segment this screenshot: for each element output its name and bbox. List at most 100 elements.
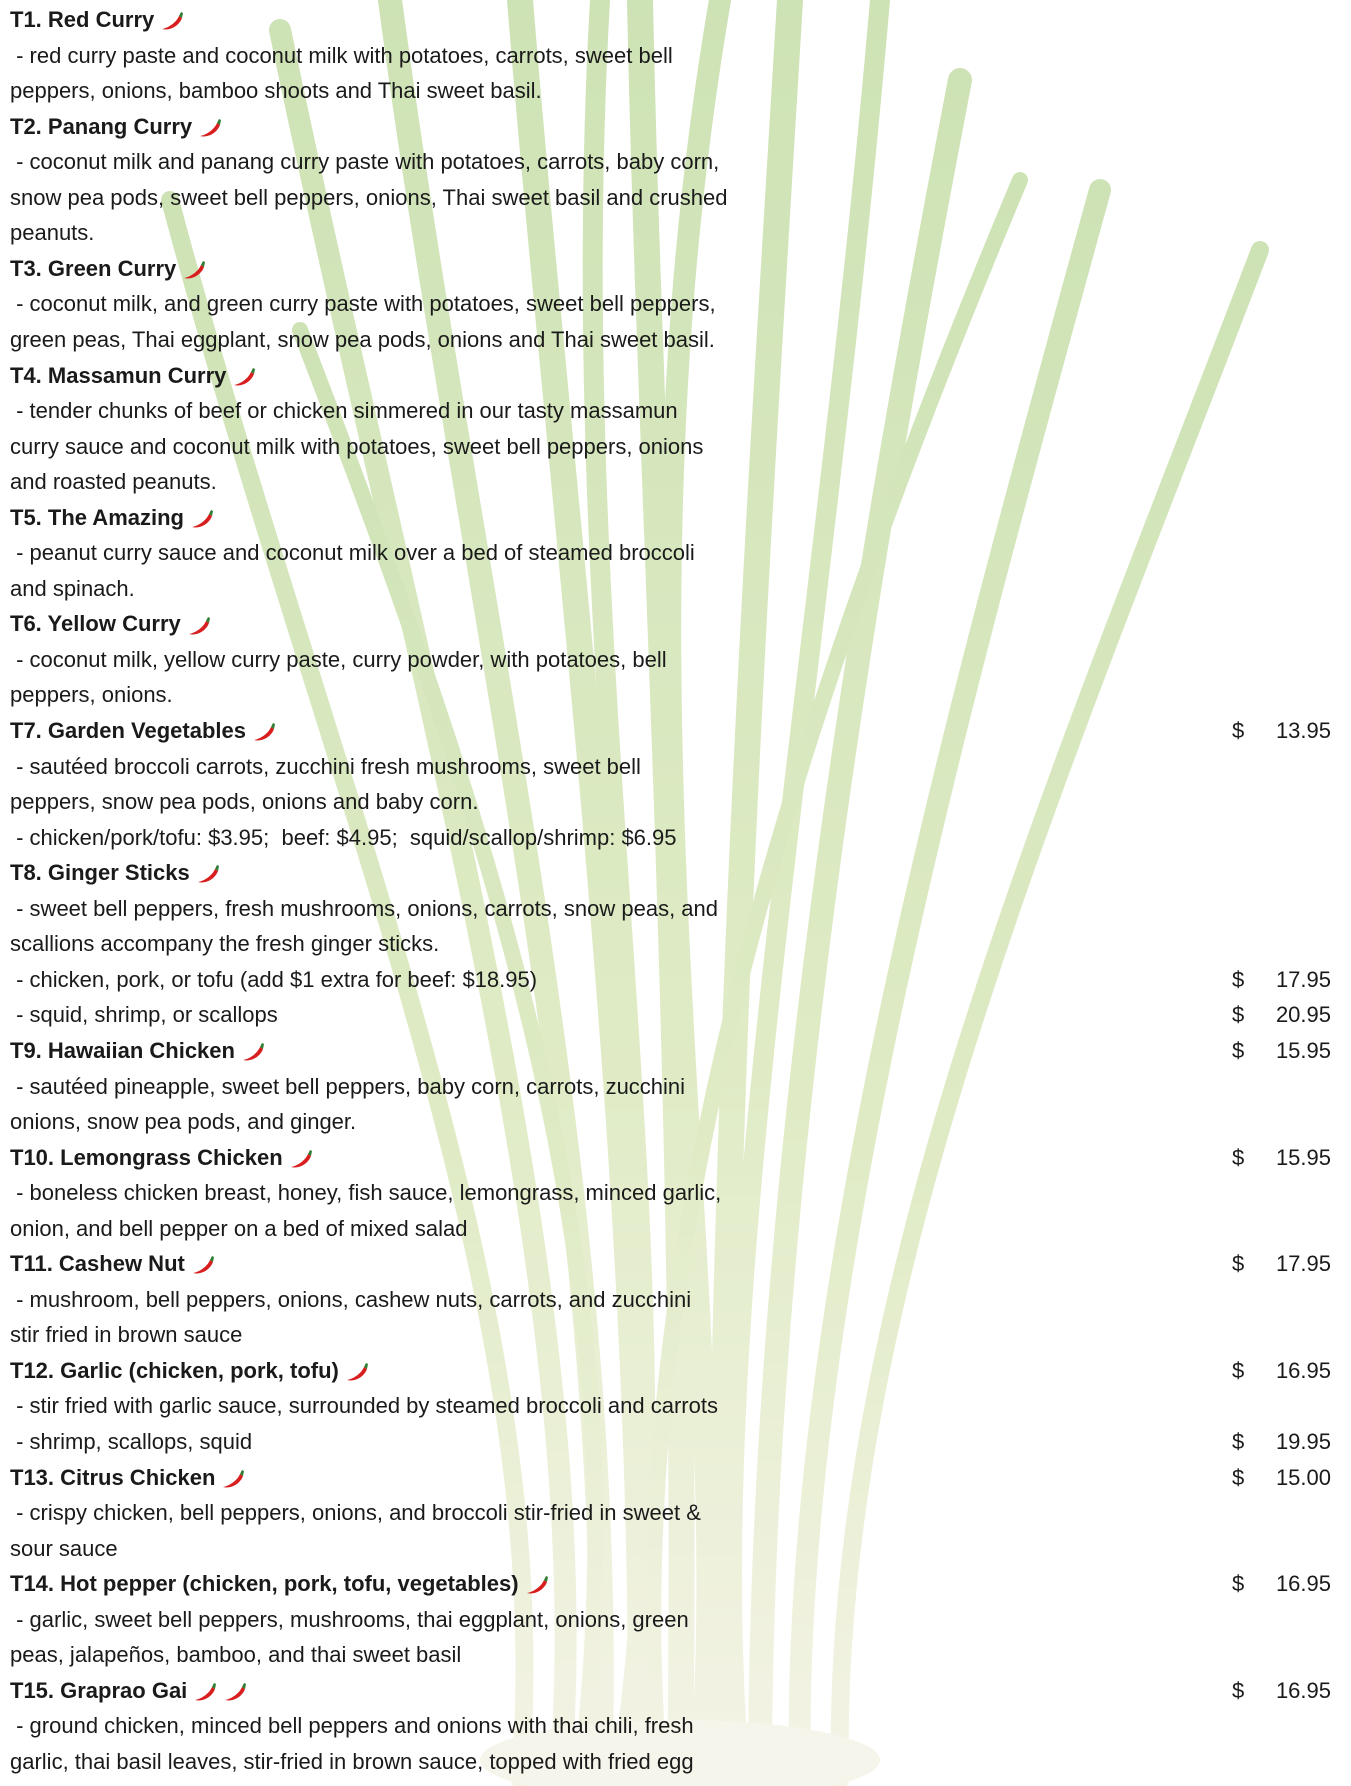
chili-icon [221, 1469, 245, 1489]
item-title-row: T6. Yellow Curry [10, 606, 211, 641]
item-description: - peanut curry sauce and coconut milk ov… [10, 535, 695, 570]
item-description: sour sauce [10, 1531, 118, 1566]
chili-icon [289, 1149, 313, 1169]
item-title: T13. Citrus Chicken [10, 1465, 215, 1490]
price-currency: $ [1232, 1033, 1244, 1068]
item-description: and spinach. [10, 571, 135, 606]
chili-icon [191, 1255, 215, 1275]
item-title: T10. Lemongrass Chicken [10, 1145, 283, 1170]
item-title-row: T3. Green Curry [10, 251, 206, 286]
item-title: T7. Garden Vegetables [10, 718, 246, 743]
item-description: - tender chunks of beef or chicken simme… [10, 393, 678, 428]
item-description: peppers, onions, bamboo shoots and Thai … [10, 73, 542, 108]
item-description: - sautéed broccoli carrots, zucchini fre… [10, 749, 641, 784]
item-description: peppers, snow pea pods, onions and baby … [10, 784, 478, 819]
page: T1. Red Curry - red curry paste and coco… [0, 0, 1351, 1786]
item-title-row: T8. Ginger Sticks [10, 855, 220, 890]
chili-icon [345, 1362, 369, 1382]
price-amount: 17.95 [1276, 1246, 1331, 1281]
chili-icon [241, 1042, 265, 1062]
item-title: T11. Cashew Nut [10, 1251, 185, 1276]
item-title-row: T4. Massamun Curry [10, 358, 256, 393]
item-title: T5. The Amazing [10, 505, 184, 530]
item-title-row: T13. Citrus Chicken [10, 1460, 245, 1495]
chili-icon [160, 11, 184, 31]
item-description: - shrimp, scallops, squid [10, 1424, 252, 1459]
price-currency: $ [1232, 1460, 1244, 1495]
item-description: stir fried in brown sauce [10, 1317, 242, 1352]
item-title-row: T1. Red Curry [10, 2, 184, 37]
item-title: T8. Ginger Sticks [10, 860, 190, 885]
item-description: - coconut milk, yellow curry paste, curr… [10, 642, 667, 677]
item-title: T2. Panang Curry [10, 114, 192, 139]
price-amount: 16.95 [1276, 1353, 1331, 1388]
price-currency: $ [1232, 1566, 1244, 1601]
item-description: - squid, shrimp, or scallops [10, 997, 278, 1032]
item-title: T9. Hawaiian Chicken [10, 1038, 235, 1063]
item-title: T12. Garlic (chicken, pork, tofu) [10, 1358, 339, 1383]
item-description: - ground chicken, minced bell peppers an… [10, 1708, 694, 1743]
item-description: - boneless chicken breast, honey, fish s… [10, 1175, 721, 1210]
chili-icon [198, 118, 222, 138]
price-amount: 15.95 [1276, 1033, 1331, 1068]
item-description: peas, jalapeños, bamboo, and thai sweet … [10, 1637, 461, 1672]
item-title: T1. Red Curry [10, 7, 154, 32]
item-title-row: T14. Hot pepper (chicken, pork, tofu, ve… [10, 1566, 549, 1601]
item-title: T3. Green Curry [10, 256, 176, 281]
item-title: T4. Massamun Curry [10, 363, 226, 388]
item-description: - chicken/pork/tofu: $3.95; beef: $4.95;… [10, 820, 677, 855]
item-description: - red curry paste and coconut milk with … [10, 38, 673, 73]
item-title-row: T11. Cashew Nut [10, 1246, 215, 1281]
item-description: scallions accompany the fresh ginger sti… [10, 926, 439, 961]
item-description: curry sauce and coconut milk with potato… [10, 429, 703, 464]
chili-icon [525, 1575, 549, 1595]
item-description: - garlic, sweet bell peppers, mushrooms,… [10, 1602, 689, 1637]
item-description: - mushroom, bell peppers, onions, cashew… [10, 1282, 691, 1317]
item-description: onion, and bell pepper on a bed of mixed… [10, 1211, 467, 1246]
price-currency: $ [1232, 1246, 1244, 1281]
chili-icon [223, 1682, 247, 1702]
chili-icon [190, 509, 214, 529]
price-currency: $ [1232, 1140, 1244, 1175]
chili-icon [187, 616, 211, 636]
price-currency: $ [1232, 962, 1244, 997]
price-currency: $ [1232, 1353, 1244, 1388]
chili-icon [196, 864, 220, 884]
item-description: - sweet bell peppers, fresh mushrooms, o… [10, 891, 718, 926]
price-currency: $ [1232, 997, 1244, 1032]
item-description: green peas, Thai eggplant, snow pea pods… [10, 322, 715, 357]
item-title-row: T15. Graprao Gai [10, 1673, 247, 1708]
item-title-row: T2. Panang Curry [10, 109, 222, 144]
item-description: - chicken, pork, or tofu (add $1 extra f… [10, 962, 537, 997]
item-description: - sautéed pineapple, sweet bell peppers,… [10, 1069, 685, 1104]
menu: T1. Red Curry - red curry paste and coco… [0, 0, 1351, 1786]
chili-icon [182, 260, 206, 280]
chili-icon [193, 1682, 217, 1702]
item-title-row: T5. The Amazing [10, 500, 214, 535]
item-description: - stir fried with garlic sauce, surround… [10, 1388, 718, 1423]
price-amount: 13.95 [1276, 713, 1331, 748]
item-description: garlic, thai basil leaves, stir-fried in… [10, 1744, 694, 1779]
item-description: snow pea pods, sweet bell peppers, onion… [10, 180, 727, 215]
item-description: - crispy chicken, bell peppers, onions, … [10, 1495, 701, 1530]
item-title: T14. Hot pepper (chicken, pork, tofu, ve… [10, 1571, 519, 1596]
item-title-row: T10. Lemongrass Chicken [10, 1140, 313, 1175]
price-amount: 15.00 [1276, 1460, 1331, 1495]
item-title: T6. Yellow Curry [10, 611, 181, 636]
price-amount: 19.95 [1276, 1424, 1331, 1459]
item-description: onions, snow pea pods, and ginger. [10, 1104, 356, 1139]
price-amount: 16.95 [1276, 1673, 1331, 1708]
price-currency: $ [1232, 713, 1244, 748]
price-amount: 17.95 [1276, 962, 1331, 997]
item-title-row: T12. Garlic (chicken, pork, tofu) [10, 1353, 369, 1388]
chili-icon [232, 367, 256, 387]
price-amount: 16.95 [1276, 1566, 1331, 1601]
item-description: and roasted peanuts. [10, 464, 217, 499]
price-amount: 15.95 [1276, 1140, 1331, 1175]
item-description: peppers, onions. [10, 677, 173, 712]
item-description: - coconut milk and panang curry paste wi… [10, 144, 719, 179]
price-currency: $ [1232, 1424, 1244, 1459]
price-amount: 20.95 [1276, 997, 1331, 1032]
item-description: - coconut milk, and green curry paste wi… [10, 286, 716, 321]
item-description: peanuts. [10, 215, 94, 250]
